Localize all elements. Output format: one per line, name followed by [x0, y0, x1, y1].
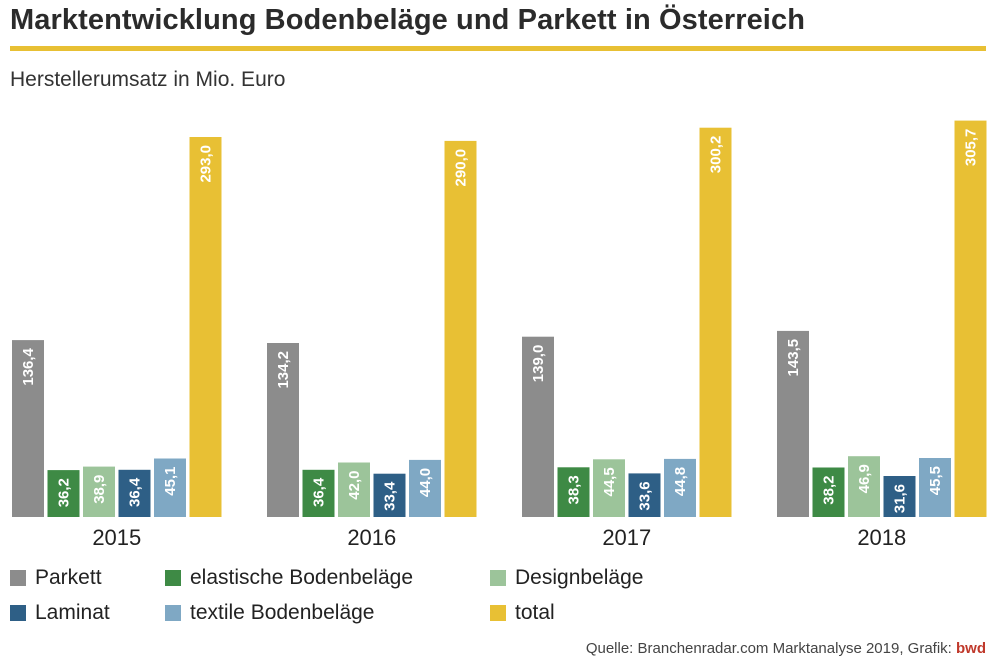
legend-label: Laminat	[35, 601, 110, 624]
data-label-parkett-2017: 139,0	[530, 345, 547, 383]
x-tick-label-2015: 2015	[92, 525, 141, 550]
title-underline	[10, 46, 986, 51]
data-label-parkett-2018: 143,5	[785, 339, 802, 377]
data-label-elastische-bodenbeläge-2016: 36,4	[311, 477, 328, 507]
legend-swatch	[165, 605, 181, 621]
legend-item-parkett: Parkett	[10, 566, 102, 590]
source-note: Quelle: Branchenradar.com Marktanalyse 2…	[586, 640, 986, 657]
legend-swatch	[165, 570, 181, 586]
data-label-textile-bodenbeläge-2017: 44,8	[672, 467, 689, 496]
bar-chart: 136,4 36,2 38,9 36,4 45,1 293,0 2015 134,2 36,4 4…	[12, 120, 987, 550]
data-label-elastische-bodenbeläge-2015: 36,2	[56, 478, 73, 507]
legend-item-elastische-bodenbeläge: elastische Bodenbeläge	[165, 566, 413, 590]
chart-title: Marktentwicklung Bodenbeläge und Parkett…	[10, 4, 806, 36]
bar-parkett-2017	[522, 336, 554, 517]
legend-item-laminat: Laminat	[10, 601, 110, 625]
data-label-total-2016: 290,0	[453, 149, 470, 187]
legend-swatch	[10, 605, 26, 621]
data-label-designbeläge-2016: 42,0	[346, 471, 363, 500]
bar-designbeläge-2017	[593, 459, 625, 517]
data-label-designbeläge-2015: 38,9	[91, 475, 108, 504]
legend-swatch	[490, 605, 506, 621]
bar-total-2018	[954, 120, 987, 517]
bar-elastische-bodenbeläge-2015	[47, 470, 80, 517]
bar-designbeläge-2015	[83, 466, 115, 517]
x-tick-label-2016: 2016	[347, 525, 396, 550]
bar-textile-bodenbeläge-2016	[409, 459, 441, 517]
data-label-textile-bodenbeläge-2016: 44,0	[417, 468, 434, 497]
data-label-elastische-bodenbeläge-2017: 38,3	[566, 475, 583, 504]
x-tick-label-2018: 2018	[857, 525, 906, 550]
source-text: Quelle: Branchenradar.com Marktanalyse 2…	[585, 640, 952, 657]
bar-elastische-bodenbeläge-2018	[812, 467, 845, 517]
chart-subtitle: Herstellerumsatz in Mio. Euro	[10, 68, 286, 91]
data-label-designbeläge-2018: 46,9	[856, 464, 873, 493]
data-label-elastische-bodenbeläge-2018: 38,2	[821, 476, 838, 505]
data-label-laminat-2018: 31,6	[892, 484, 909, 513]
bar-parkett-2015	[12, 340, 44, 517]
data-label-designbeläge-2017: 44,5	[601, 467, 618, 496]
data-label-laminat-2016: 33,4	[382, 481, 399, 511]
bar-laminat-2015	[118, 469, 151, 517]
data-label-textile-bodenbeläge-2018: 45,5	[927, 466, 944, 495]
legend-label: total	[515, 601, 555, 624]
bar-laminat-2017	[628, 473, 661, 517]
data-label-parkett-2015: 136,4	[20, 347, 37, 385]
bar-laminat-2016	[373, 473, 406, 517]
legend-item-designbeläge: Designbeläge	[490, 566, 643, 590]
data-label-parkett-2016: 134,2	[275, 351, 292, 389]
bar-designbeläge-2018	[848, 456, 880, 517]
legend-item-total: total	[490, 601, 555, 625]
data-label-laminat-2017: 33,6	[637, 481, 654, 510]
data-label-total-2018: 305,7	[963, 129, 980, 167]
legend-label: Designbeläge	[515, 566, 644, 589]
bar-total-2015	[189, 137, 222, 517]
legend-label: Parkett	[35, 566, 102, 589]
bar-total-2016	[444, 140, 477, 517]
data-label-total-2017: 300,2	[708, 136, 725, 174]
legend-item-textile-bodenbeläge: textile Bodenbeläge	[165, 601, 374, 625]
data-label-textile-bodenbeläge-2015: 45,1	[162, 467, 179, 496]
bar-laminat-2018	[883, 476, 916, 517]
bar-textile-bodenbeläge-2015	[154, 458, 186, 517]
bar-textile-bodenbeläge-2018	[919, 458, 951, 517]
bar-textile-bodenbeläge-2017	[664, 458, 696, 517]
legend-label: textile Bodenbeläge	[190, 601, 375, 624]
data-label-total-2015: 293,0	[198, 145, 215, 183]
brand-logo: bwd	[956, 640, 986, 657]
bar-elastische-bodenbeläge-2016	[302, 469, 335, 517]
data-label-laminat-2015: 36,4	[127, 477, 144, 507]
bar-elastische-bodenbeläge-2017	[557, 467, 590, 517]
bar-parkett-2016	[267, 343, 299, 517]
bar-designbeläge-2016	[338, 462, 370, 517]
legend-swatch	[10, 570, 26, 586]
bar-total-2017	[699, 127, 732, 517]
x-tick-label-2017: 2017	[602, 525, 651, 550]
legend-label: elastische Bodenbeläge	[190, 566, 414, 589]
legend-swatch	[490, 570, 506, 586]
bar-parkett-2018	[777, 330, 809, 517]
